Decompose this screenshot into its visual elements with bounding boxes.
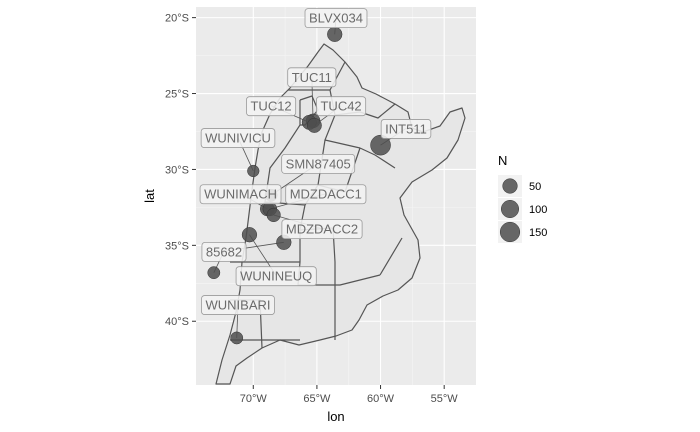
- label-text: WUNIVICU: [205, 131, 271, 146]
- x-tick-label: 65°W: [303, 393, 331, 405]
- legend-key-circle: [502, 178, 518, 194]
- station-label: TUC42: [316, 96, 367, 117]
- x-tick-label: 70°W: [240, 393, 268, 405]
- label-text: BLVX034: [309, 11, 363, 26]
- size-legend: N 50 100 150: [498, 153, 547, 243]
- label-box: [316, 96, 367, 117]
- station-point: [266, 207, 281, 223]
- label-box: [287, 67, 337, 88]
- label-text: SMN87405: [286, 156, 351, 171]
- label-text: MDZDACC1: [290, 187, 362, 202]
- station-label: 85682: [201, 242, 247, 262]
- x-axis: 70°W 65°W 60°W 55°W: [240, 385, 459, 405]
- y-tick-label: 40°S: [165, 316, 189, 328]
- station-label: WUNIVICU: [200, 128, 276, 148]
- y-tick-label: 25°S: [165, 89, 189, 101]
- station-label: WUNIMACH: [199, 184, 282, 205]
- label-text: 85682: [206, 244, 242, 259]
- x-axis-label: lon: [327, 409, 344, 424]
- station-label: BLVX034: [304, 8, 368, 29]
- label-text: TUC11: [292, 70, 332, 85]
- label-text: INT511: [385, 121, 427, 136]
- label-box: [285, 184, 367, 205]
- station-point: [306, 117, 322, 133]
- label-box: [235, 266, 317, 287]
- points-layer: [207, 26, 391, 345]
- label-text: WUNIBARI: [206, 298, 271, 313]
- legend-key-circle: [501, 200, 519, 218]
- label-box: [281, 153, 356, 174]
- label-text: MDZDACC2: [286, 222, 358, 237]
- station-label: TUC12: [246, 96, 297, 117]
- label-text: WUNINEUQ: [240, 269, 312, 284]
- label-text: TUC12: [250, 99, 291, 114]
- legend-key-label: 100: [529, 204, 547, 216]
- y-tick-label: 35°S: [165, 240, 189, 252]
- station-label: SMN87405: [281, 153, 356, 174]
- y-axis-label: lat: [142, 189, 157, 203]
- station-point: [247, 164, 260, 178]
- y-tick-label: 20°S: [165, 13, 189, 25]
- station-label: WUNIBARI: [201, 295, 275, 315]
- label-box: [199, 184, 282, 205]
- station-label: MDZDACC1: [285, 184, 367, 205]
- x-tick-label: 55°W: [431, 393, 459, 405]
- label-box: [246, 96, 297, 117]
- legend-key-label: 150: [529, 227, 547, 239]
- station-label: TUC11: [287, 67, 337, 88]
- label-box: [201, 242, 247, 262]
- legend-key-label: 50: [529, 181, 541, 193]
- label-box: [380, 119, 432, 139]
- station-point: [230, 331, 244, 345]
- label-text: WUNIMACH: [204, 187, 277, 202]
- station-label: WUNINEUQ: [235, 266, 317, 287]
- label-box: [200, 128, 276, 148]
- y-axis: 20°S 25°S 30°S 35°S 40°S: [165, 13, 196, 328]
- y-tick-label: 30°S: [165, 164, 189, 176]
- label-box: [281, 219, 363, 240]
- label-box: [304, 8, 368, 29]
- station-label: INT511: [380, 119, 432, 139]
- x-tick-label: 60°W: [367, 393, 395, 405]
- legend-title: N: [498, 153, 507, 168]
- legend-key-circle: [499, 221, 521, 243]
- station-point: [241, 227, 258, 243]
- station-point: [327, 26, 343, 42]
- station-label: MDZDACC2: [281, 219, 363, 240]
- label-box: [201, 295, 275, 315]
- legend-keys: 50 100 150: [498, 175, 547, 243]
- station-point: [370, 134, 391, 156]
- station-point: [207, 266, 221, 280]
- label-text: TUC42: [320, 99, 361, 114]
